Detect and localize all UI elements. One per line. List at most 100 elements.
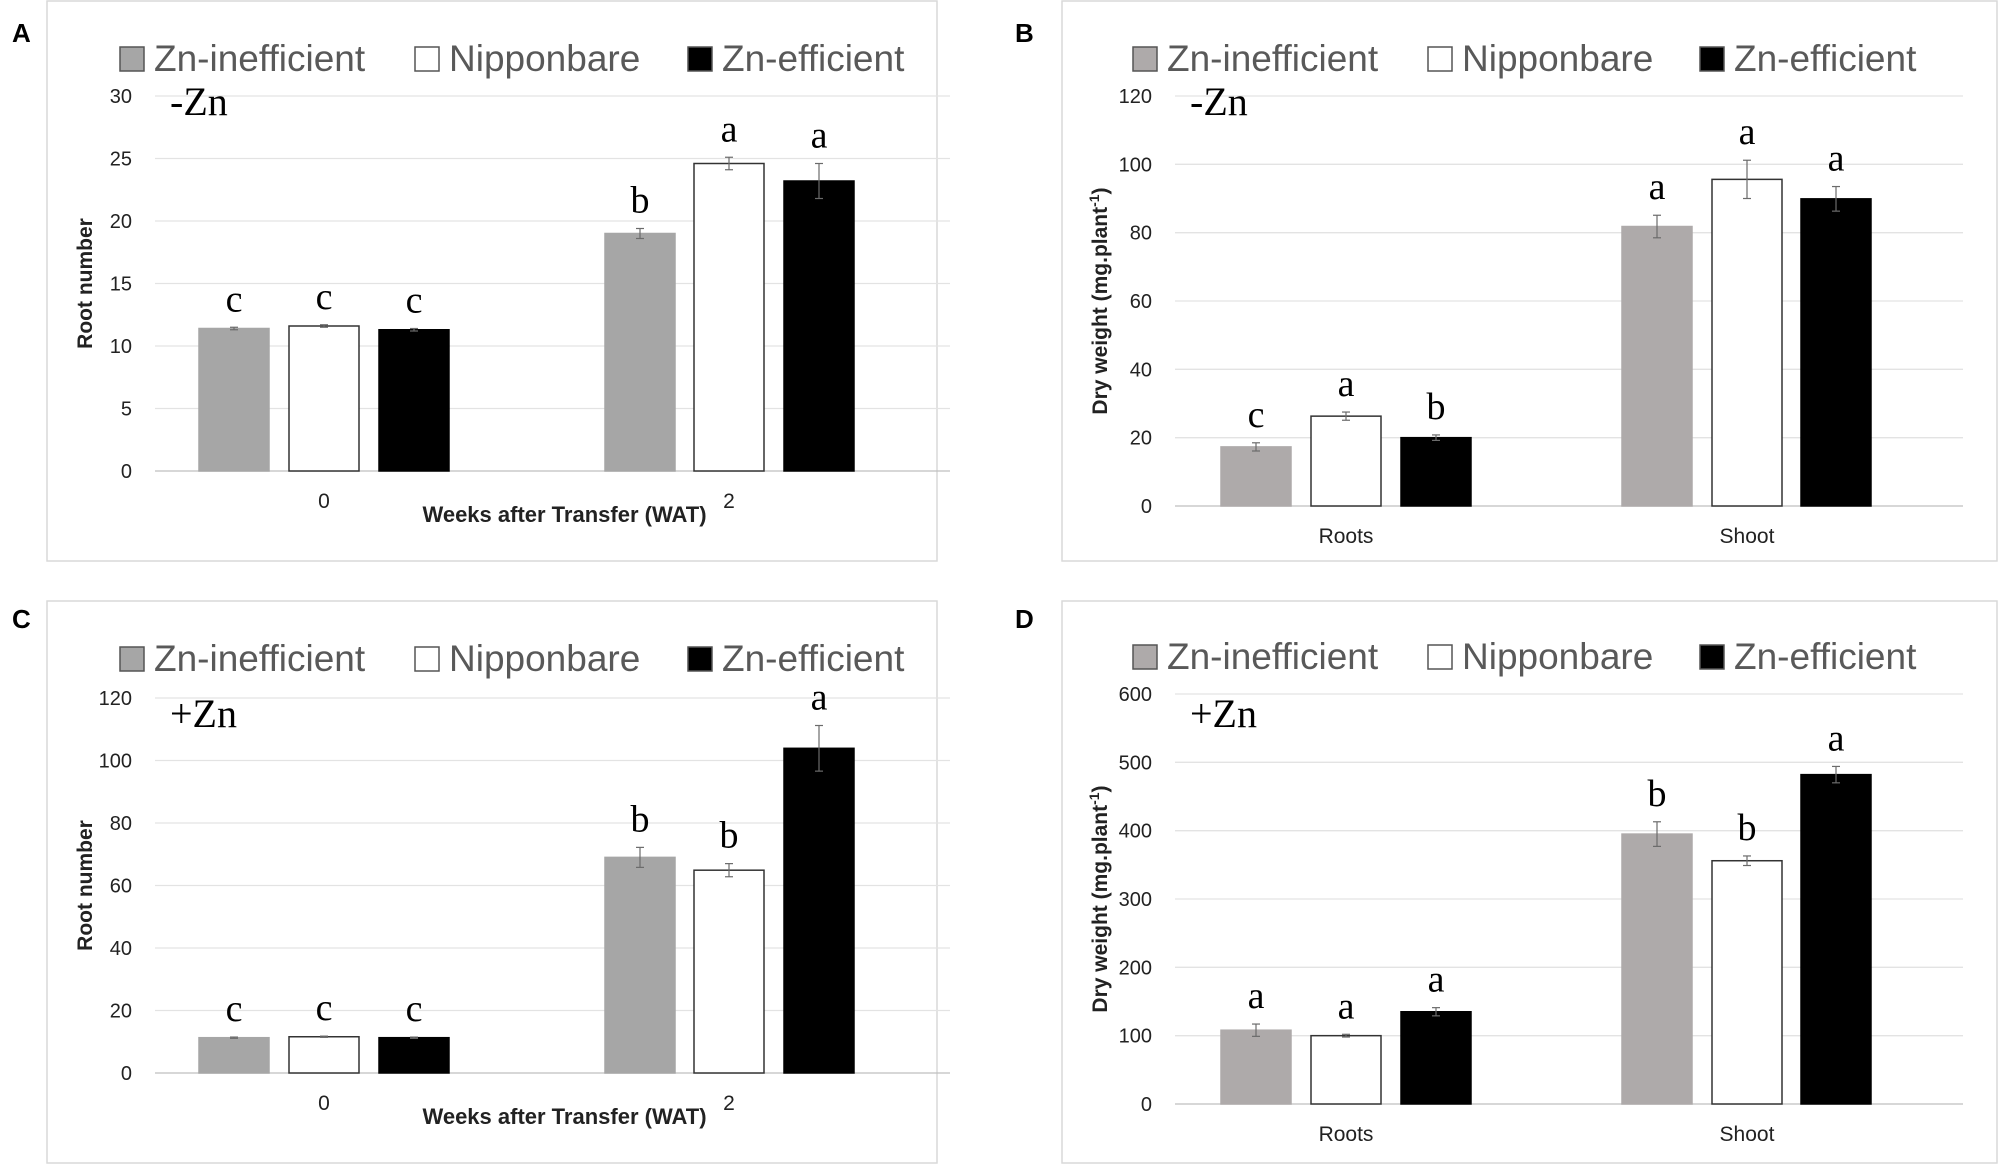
x-tick-label: Shoot: [1720, 525, 1775, 548]
y-tick-label: 20: [110, 1001, 132, 1023]
y-axis-label: Root number: [74, 218, 97, 349]
y-tick-label: 500: [1119, 752, 1152, 774]
bar: [288, 1036, 360, 1074]
legend-label: Zn-efficient: [1734, 38, 1917, 79]
significance-letter: a: [1649, 166, 1666, 208]
panel-label: A: [12, 18, 31, 48]
legend-swatch: [1132, 644, 1158, 670]
bar: [198, 327, 270, 472]
legend-swatch: [1699, 46, 1725, 72]
y-tick-label: 80: [1130, 223, 1152, 245]
y-tick-label: 80: [110, 813, 132, 835]
legend-swatch: [1427, 644, 1453, 670]
significance-letter: b: [1738, 807, 1757, 849]
significance-letter: c: [1248, 394, 1265, 436]
significance-letter: b: [1648, 773, 1667, 815]
panel-label: D: [1015, 604, 1034, 634]
x-tick-label: 0: [318, 490, 330, 513]
y-tick-label: 100: [1119, 154, 1152, 176]
y-tick-label: 20: [1130, 428, 1152, 450]
bar: [378, 1036, 450, 1074]
legend-label: Nipponbare: [1462, 636, 1653, 677]
y-tick-label: 60: [1130, 291, 1152, 313]
panel-label: B: [1015, 18, 1034, 48]
significance-letter: c: [406, 280, 423, 322]
y-tick-label: 100: [1119, 1026, 1152, 1048]
legend-label: Zn-inefficient: [1167, 38, 1379, 79]
significance-letter: c: [406, 988, 423, 1030]
significance-letter: b: [631, 180, 650, 222]
bar: [1220, 1029, 1292, 1105]
x-tick-label: Roots: [1319, 525, 1374, 548]
legend-swatch: [414, 46, 440, 72]
bar: [1220, 446, 1292, 507]
x-tick-label: 2: [723, 490, 735, 513]
legend-swatch: [1699, 644, 1725, 670]
y-tick-label: 200: [1119, 957, 1152, 979]
legend-swatch: [687, 646, 713, 672]
x-axis-label: Weeks after Transfer (WAT): [422, 502, 706, 527]
bar: [604, 856, 676, 1074]
legend-label: Zn-inefficient: [1167, 636, 1379, 677]
legend-swatch: [414, 646, 440, 672]
significance-letter: b: [1427, 386, 1446, 428]
legend-swatch: [119, 46, 145, 72]
y-tick-label: 20: [110, 211, 132, 233]
panel-b: B Zn-inefficient Nipponbare Zn-efficient 0 20…: [1015, 0, 1998, 562]
bar: [198, 1036, 270, 1074]
y-axis-label: Root number: [74, 820, 97, 951]
legend-label: Nipponbare: [449, 638, 640, 679]
bar: [378, 329, 450, 472]
legend-swatch: [119, 646, 145, 672]
significance-letter: a: [1338, 985, 1355, 1027]
y-tick-label: 0: [1141, 496, 1152, 518]
bar: [1711, 859, 1783, 1105]
bar: [783, 747, 855, 1074]
legend-swatch: [1427, 46, 1453, 72]
condition-label: +Zn: [170, 691, 237, 736]
y-tick-label: 120: [99, 688, 132, 710]
x-tick-label: Shoot: [1720, 1123, 1775, 1146]
y-tick-label: 120: [1119, 86, 1152, 108]
y-tick-label: 60: [110, 876, 132, 898]
significance-letter: a: [811, 677, 828, 719]
y-tick-label: 15: [110, 274, 132, 296]
bar: [1800, 198, 1872, 507]
x-tick-label: 0: [318, 1092, 330, 1115]
bar: [604, 232, 676, 472]
significance-letter: c: [316, 987, 333, 1029]
y-tick-label: 25: [110, 149, 132, 171]
bar: [1800, 773, 1872, 1105]
condition-label: -Zn: [170, 79, 228, 124]
y-tick-label: 400: [1119, 821, 1152, 843]
bar: [1711, 178, 1783, 507]
y-axis-label-end: ): [1089, 785, 1112, 792]
bar: [1310, 1034, 1382, 1105]
legend-label: Nipponbare: [449, 38, 640, 79]
y-tick-label: 100: [99, 751, 132, 773]
y-tick-label: 10: [110, 336, 132, 358]
legend-label: Nipponbare: [1462, 38, 1653, 79]
y-tick-label: 0: [1141, 1094, 1152, 1116]
bar: [1621, 225, 1693, 507]
significance-letter: c: [226, 988, 243, 1030]
significance-letter: a: [811, 115, 828, 157]
bar: [1400, 1011, 1472, 1105]
significance-letter: a: [1739, 111, 1756, 153]
y-axis-label: Dry weight (mg.plant-1): [1086, 187, 1112, 414]
y-axis-label-superscript: -1: [1086, 194, 1102, 207]
legend-label: Zn-efficient: [1734, 636, 1917, 677]
x-axis-label: Weeks after Transfer (WAT): [422, 1104, 706, 1129]
significance-letter: a: [1828, 138, 1845, 180]
y-axis-label-superscript: -1: [1086, 792, 1102, 805]
bar: [1400, 436, 1472, 507]
legend-label: Zn-efficient: [722, 38, 905, 79]
significance-letter: c: [316, 276, 333, 318]
significance-letter: a: [1428, 959, 1445, 1001]
y-tick-label: 600: [1119, 684, 1152, 706]
significance-letter: a: [721, 108, 738, 150]
panel-c: CZn-inefficient Nipponbare Zn-efficient020…: [12, 600, 950, 1164]
significance-letter: a: [1248, 975, 1265, 1017]
bar: [1621, 833, 1693, 1105]
